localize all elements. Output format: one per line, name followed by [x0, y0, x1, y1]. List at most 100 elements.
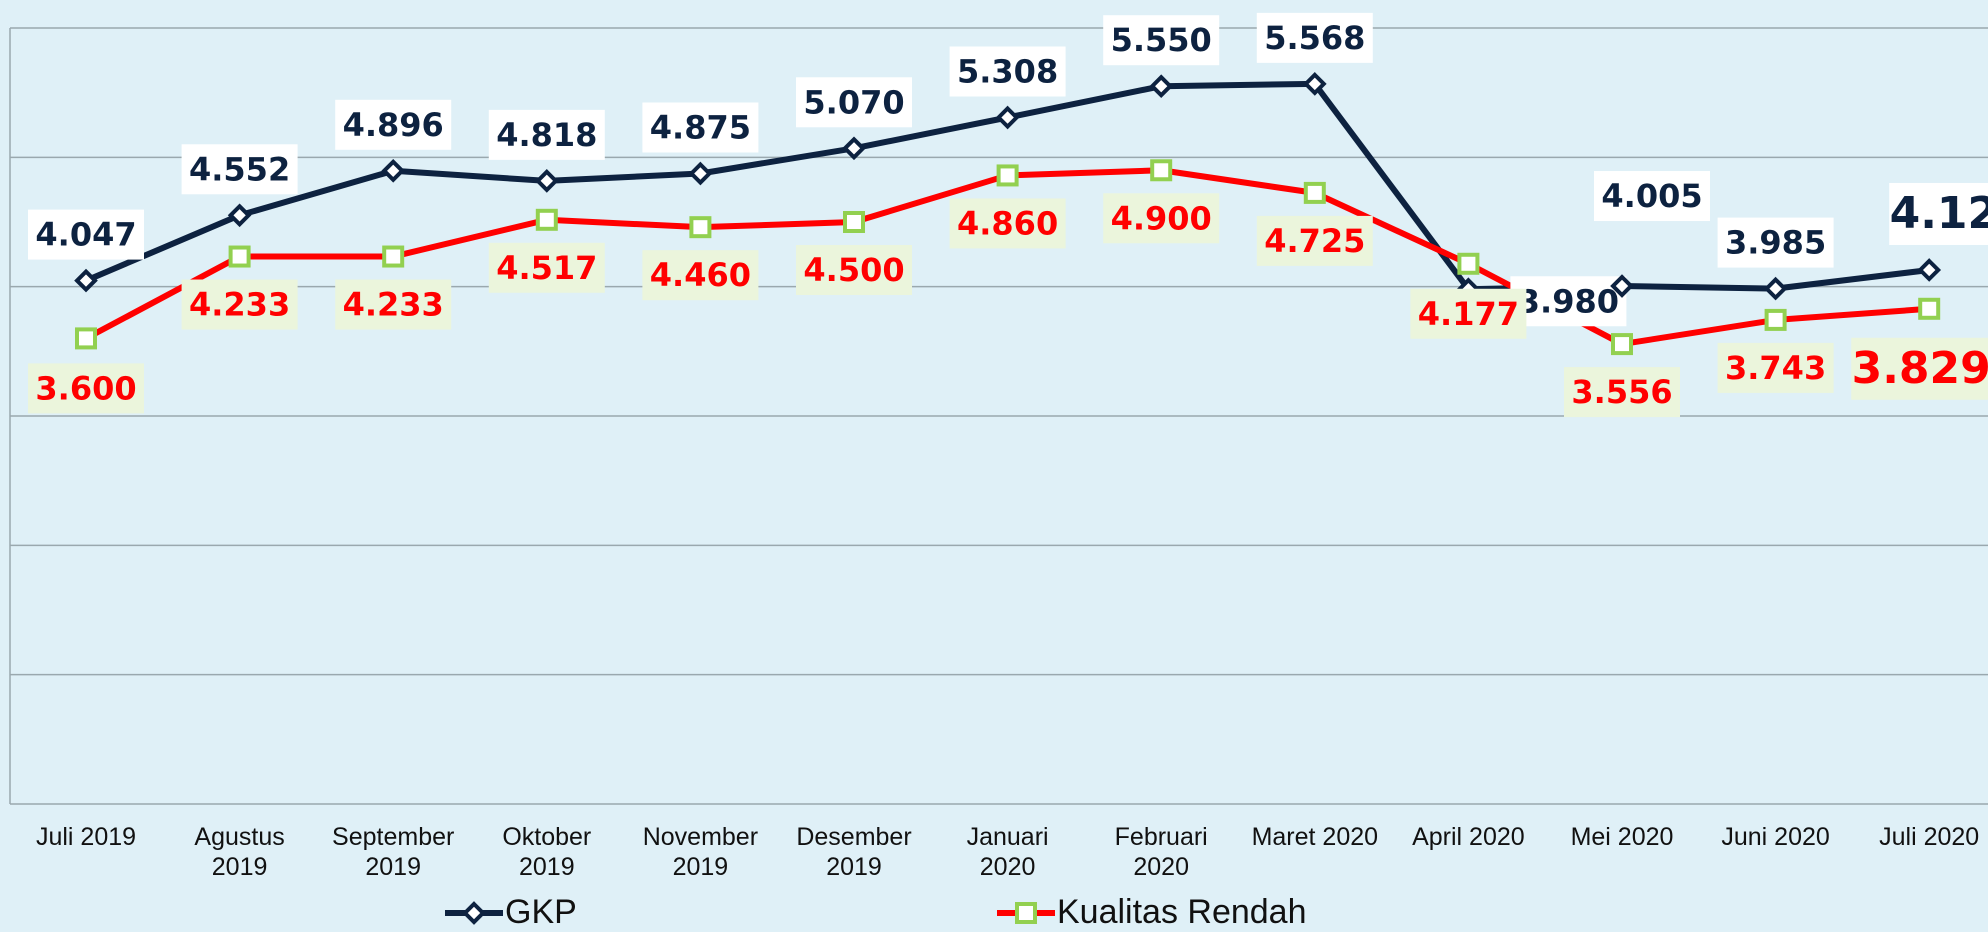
value-label: 4.047 — [35, 216, 136, 254]
value-label-group: 4.517 — [488, 242, 605, 293]
value-label: 4.725 — [1264, 222, 1365, 260]
value-label: 5.070 — [803, 83, 904, 121]
marker — [1150, 159, 1173, 182]
value-label: 4.233 — [189, 286, 290, 324]
value-label-box — [642, 250, 759, 301]
x-tick-label: Oktober 2019 — [502, 823, 592, 881]
value-label-box — [488, 242, 605, 293]
value-label-box — [335, 279, 452, 330]
marker — [843, 211, 865, 233]
x-tick-label: Juli 2019 — [35, 823, 137, 851]
marker — [74, 268, 98, 293]
value-label-box — [1851, 337, 1988, 400]
x-tick-label: Mei 2020 — [1570, 823, 1674, 851]
x-tick-label: Agustus 2019 — [194, 823, 285, 881]
value-label: 4.896 — [343, 106, 444, 144]
marker — [1763, 276, 1788, 301]
value-label: 3.743 — [1725, 349, 1826, 387]
value-label-box — [1256, 12, 1373, 63]
value-label: 4.875 — [650, 109, 751, 147]
marker — [382, 245, 405, 268]
marker — [535, 208, 558, 231]
value-label: 4.005 — [1601, 177, 1702, 215]
value-label-box — [1510, 276, 1627, 327]
legend-marker — [1015, 902, 1037, 924]
marker — [1303, 181, 1326, 204]
marker — [1302, 72, 1327, 96]
value-label-group: 4.233 — [335, 279, 452, 330]
value-label: 4.517 — [496, 249, 597, 287]
value-label-group: 3.600 — [28, 363, 144, 414]
value-label: 5.308 — [957, 52, 1058, 90]
value-label-group: 4.177 — [1410, 288, 1527, 339]
value-label-box — [1889, 182, 1988, 245]
value-label-group: 4.875 — [642, 102, 759, 153]
value-label: 5.550 — [1111, 21, 1212, 59]
value-label: 3.600 — [35, 369, 136, 407]
x-tick-label: Juni 2020 — [1721, 823, 1830, 851]
value-label: 3.556 — [1571, 373, 1672, 411]
value-label-box — [1256, 215, 1373, 266]
value-label-box — [1717, 217, 1834, 268]
value-label-group: 4.860 — [949, 198, 1066, 249]
x-tick-label: November 2019 — [642, 823, 759, 881]
value-label-group: 4.900 — [1103, 193, 1220, 244]
marker — [1918, 297, 1941, 320]
value-label-group: 3.556 — [1564, 367, 1680, 418]
value-label: 4.500 — [803, 251, 904, 289]
value-label-box — [796, 245, 912, 295]
marker — [228, 245, 251, 268]
value-label-group: 3.980 — [1510, 276, 1627, 327]
value-label: 4.129 — [1890, 188, 1988, 239]
value-label-box — [28, 209, 144, 260]
value-label-group: 4.129 — [1889, 182, 1988, 245]
marker — [227, 203, 252, 228]
value-label: 4.552 — [189, 150, 290, 188]
marker — [1610, 274, 1634, 298]
value-label-group: 5.550 — [1103, 15, 1220, 66]
marker — [75, 327, 97, 350]
value-label-group: 3.743 — [1717, 342, 1834, 393]
x-tick-label: Februari 2020 — [1114, 823, 1208, 881]
value-label-group: 4.047 — [28, 209, 144, 260]
marker — [842, 136, 866, 161]
value-label-box — [28, 363, 144, 414]
marker — [534, 169, 559, 193]
value-label-group: 3.985 — [1717, 217, 1834, 268]
value-label-box — [642, 102, 759, 153]
value-label-group: 4.552 — [181, 144, 298, 195]
value-label: 4.177 — [1418, 295, 1519, 333]
value-label: 4.900 — [1111, 199, 1212, 237]
value-label: 3.980 — [1518, 282, 1619, 320]
value-label-group: 4.896 — [335, 99, 452, 150]
value-label-box — [181, 279, 298, 330]
value-label-box — [335, 99, 452, 150]
value-label-group: 5.568 — [1256, 12, 1373, 63]
value-label-box — [1103, 15, 1220, 66]
value-label-box — [181, 144, 298, 195]
value-label: 4.860 — [957, 204, 1058, 242]
marker — [381, 158, 406, 183]
value-label-box — [1564, 367, 1680, 418]
marker — [688, 161, 713, 186]
marker — [1764, 308, 1787, 331]
marker — [689, 216, 712, 239]
x-tick-label: Maret 2020 — [1251, 823, 1379, 851]
value-label-box — [949, 198, 1066, 249]
marker — [1149, 74, 1174, 99]
legend-label: Kualitas Rendah — [1057, 893, 1307, 931]
value-label: 4.460 — [650, 256, 751, 294]
value-label: 3.829 — [1852, 343, 1988, 394]
legend-label: GKP — [505, 893, 577, 931]
value-label-box — [488, 109, 605, 160]
value-label-box — [1410, 288, 1527, 339]
value-label: 3.985 — [1725, 224, 1826, 262]
marker — [1917, 258, 1942, 282]
value-label-box — [1594, 171, 1710, 222]
value-label-group: 4.500 — [796, 245, 912, 295]
value-label-group: 3.829 — [1851, 337, 1988, 400]
marker — [1457, 252, 1480, 275]
legend-marker — [462, 901, 486, 925]
